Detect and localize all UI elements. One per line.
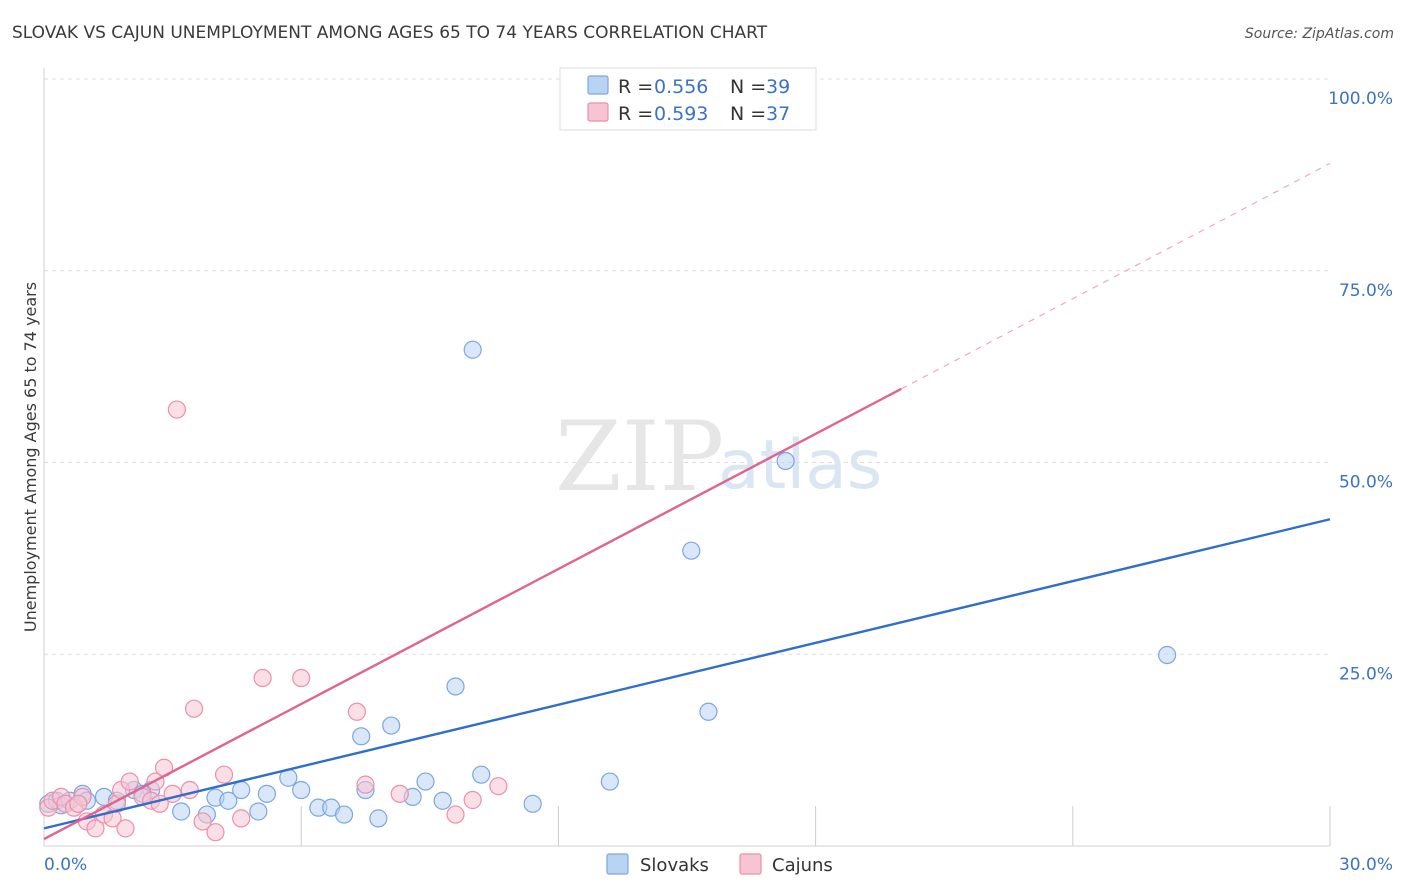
chart-source: Source: ZipAtlas.com bbox=[1245, 26, 1394, 42]
watermark-zip: ZIP bbox=[555, 401, 724, 513]
point-cajuns bbox=[489, 777, 508, 796]
point-cajuns bbox=[184, 699, 204, 718]
point-slovaks bbox=[699, 702, 718, 721]
point-slovaks bbox=[776, 451, 795, 471]
point-slovaks bbox=[232, 780, 251, 800]
point-cajuns bbox=[356, 775, 375, 794]
point-cajuns bbox=[232, 809, 251, 828]
bottom-legend-label-cajuns: Cajuns bbox=[772, 855, 833, 876]
point-slovaks bbox=[219, 791, 238, 810]
point-cajuns bbox=[292, 668, 311, 688]
legend-r-slovaks: 0.556 bbox=[654, 76, 708, 98]
point-slovaks bbox=[463, 340, 482, 359]
point-cajuns bbox=[150, 794, 169, 813]
point-slovaks bbox=[523, 794, 542, 813]
trend-line-cajuns bbox=[43, 387, 902, 841]
bottom-legend-label-slovaks: Slovaks bbox=[640, 855, 709, 876]
point-slovaks bbox=[600, 772, 619, 791]
point-cajuns bbox=[446, 805, 465, 824]
legend-n-cajuns: 37 bbox=[766, 103, 790, 125]
point-slovaks bbox=[257, 784, 277, 803]
point-slovaks bbox=[1158, 645, 1177, 665]
point-slovaks bbox=[416, 772, 435, 791]
x-ticks: 0.0% 30.0% bbox=[44, 855, 1393, 875]
legend-r-cajuns: 0.593 bbox=[654, 103, 708, 125]
point-slovaks bbox=[472, 765, 491, 784]
point-cajuns bbox=[347, 702, 367, 721]
point-cajuns bbox=[167, 400, 186, 419]
legend-n-slovaks: 39 bbox=[766, 76, 790, 98]
trend-line-slovaks bbox=[43, 518, 1331, 830]
point-slovaks bbox=[249, 802, 268, 821]
point-cajuns bbox=[206, 823, 225, 842]
y-ticks: 100.0% 75.0% 50.0% 25.0% bbox=[1328, 89, 1393, 684]
y-tick-label: 50.0% bbox=[1339, 473, 1393, 493]
point-cajuns bbox=[253, 668, 272, 688]
point-cajuns bbox=[86, 819, 105, 838]
point-cajuns bbox=[120, 772, 139, 791]
trend-lines bbox=[43, 162, 1331, 841]
point-cajuns bbox=[69, 794, 88, 813]
chart-title: SLOVAK VS CAJUN UNEMPLOYMENT AMONG AGES … bbox=[12, 23, 768, 43]
legend-n-label-slovaks: N = bbox=[730, 76, 766, 98]
data-points bbox=[39, 69, 1177, 842]
point-cajuns bbox=[390, 784, 409, 803]
watermark-atlas: atlas bbox=[718, 426, 882, 505]
point-cajuns bbox=[214, 765, 234, 784]
point-slovaks bbox=[172, 802, 191, 821]
x-tick-label: 0.0% bbox=[44, 855, 87, 875]
y-tick-label: 100.0% bbox=[1328, 89, 1393, 109]
bottom-legend-swatch-cajuns bbox=[739, 853, 762, 875]
legend-box: R = 0.556 N = 39 R = 0.593 N = 37 bbox=[559, 67, 817, 131]
point-cajuns bbox=[193, 812, 212, 831]
point-cajuns bbox=[463, 790, 482, 810]
y-tick-label: 25.0% bbox=[1339, 664, 1393, 684]
legend-n-label-cajuns: N = bbox=[730, 103, 766, 125]
y-tick-label: 75.0% bbox=[1339, 281, 1393, 301]
point-slovaks bbox=[433, 791, 452, 810]
point-slovaks bbox=[334, 805, 354, 824]
trend-line-cajuns-extension bbox=[901, 162, 1331, 390]
point-cajuns bbox=[116, 819, 135, 838]
legend-r-label-cajuns: R = bbox=[618, 103, 653, 125]
point-slovaks bbox=[446, 677, 465, 696]
point-slovaks bbox=[682, 541, 701, 560]
point-slovaks bbox=[352, 727, 371, 746]
bottom-legend: Slovaks Cajuns bbox=[606, 853, 833, 876]
point-slovaks bbox=[369, 809, 388, 828]
y-axis-label: Unemployment Among Ages 65 to 74 years bbox=[21, 282, 40, 632]
bottom-legend-swatch-slovaks bbox=[606, 853, 629, 875]
legend-swatch-slovaks bbox=[587, 75, 609, 95]
watermark: ZIP atlas bbox=[555, 401, 882, 513]
point-slovaks bbox=[382, 716, 401, 735]
x-tick-label: 30.0% bbox=[1339, 855, 1393, 875]
legend-swatch-cajuns bbox=[587, 102, 609, 122]
legend-r-label-slovaks: R = bbox=[618, 76, 653, 98]
point-slovaks bbox=[292, 780, 311, 800]
